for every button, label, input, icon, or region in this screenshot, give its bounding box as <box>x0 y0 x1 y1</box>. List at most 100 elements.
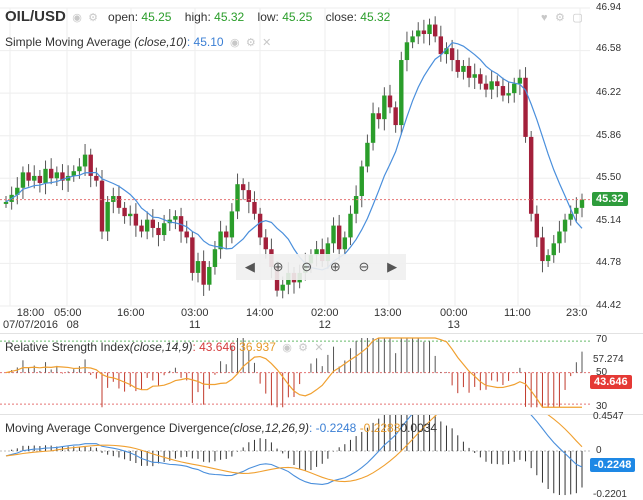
rsi-last-tag: 43.646 <box>590 375 632 389</box>
panel-divider[interactable] <box>0 414 643 415</box>
open-value: 45.25 <box>141 10 172 24</box>
candle-body <box>161 223 167 236</box>
candle-body <box>207 266 212 285</box>
y-tick: 44.42 <box>596 300 622 311</box>
candle-body <box>122 207 127 217</box>
zoom-out-icon[interactable]: ⊖ <box>301 259 313 274</box>
zoom-out-icon[interactable]: ⊖ <box>358 259 370 274</box>
candle-body <box>224 231 229 238</box>
low-label: low: <box>257 10 279 24</box>
x-tick: 23:0 <box>566 307 588 319</box>
candle-body <box>133 213 139 226</box>
candle-body <box>88 154 93 176</box>
candle-body <box>325 243 331 262</box>
candle-body <box>195 261 201 273</box>
macd-signal-value: -0.2283 <box>359 421 401 435</box>
candle-body <box>82 154 88 167</box>
macd-chart[interactable] <box>0 415 643 496</box>
macd-panel[interactable]: Moving Average Convergence Divergence(cl… <box>0 411 643 500</box>
y-tick: 44.78 <box>596 257 622 268</box>
candle-body <box>438 36 444 55</box>
eye-icon[interactable]: ◉ <box>229 37 240 49</box>
pan-right-icon[interactable]: ▶ <box>387 259 398 274</box>
candle-body <box>365 142 370 167</box>
macd-hist-value: 0.0034 <box>400 421 438 435</box>
candle-body <box>523 77 528 137</box>
x-tick: 16:00 <box>117 307 145 319</box>
candle-body <box>528 136 534 214</box>
gear-icon[interactable]: ⚙ <box>298 342 309 354</box>
zoom-in-icon[interactable]: ⊕ <box>329 259 341 274</box>
candle-body <box>382 95 387 120</box>
macd-params: (close,12,26,9) <box>229 421 309 435</box>
candle-body <box>393 107 398 126</box>
candle-body <box>128 213 133 217</box>
candle-body <box>506 93 511 96</box>
price-panel[interactable]: OIL/USD ◉ ⚙ open: 45.25 high: 45.32 low:… <box>0 0 643 332</box>
high-value: 45.32 <box>214 10 245 24</box>
y-tick: 45.86 <box>596 130 622 141</box>
candle-body <box>574 207 579 214</box>
expand-icon[interactable]: ▢ <box>572 12 583 24</box>
candle-body <box>495 81 500 87</box>
low-value: 45.25 <box>282 10 313 24</box>
heart-icon[interactable]: ♥ <box>541 12 548 24</box>
panel-divider[interactable] <box>0 333 643 334</box>
candle-body <box>48 168 54 179</box>
candle-body <box>387 95 393 108</box>
candle-body <box>342 237 348 250</box>
candle-body <box>427 24 432 35</box>
rsi-label: Relative Strength Index <box>5 340 130 354</box>
y-tick: 46.94 <box>596 2 622 13</box>
candle-body <box>562 219 568 232</box>
candle-body <box>246 190 252 202</box>
gear-icon[interactable]: ⚙ <box>88 12 99 24</box>
candle-body <box>336 225 342 250</box>
y-tick: 57.274 <box>593 354 624 365</box>
candle-body <box>71 171 76 176</box>
pan-left-icon[interactable]: ◀ <box>244 259 255 274</box>
candle-body <box>517 77 523 84</box>
candle-body <box>404 42 410 61</box>
candle-body <box>139 225 144 232</box>
candle-body <box>466 65 472 78</box>
close-icon[interactable]: ✕ <box>262 37 272 49</box>
eye-icon[interactable]: ◉ <box>72 12 82 24</box>
candle-body <box>252 201 257 214</box>
candle-body <box>551 243 556 256</box>
candle-body <box>314 249 319 256</box>
candle-body <box>229 211 235 238</box>
y-tick: 46.22 <box>596 87 622 98</box>
candle-body <box>94 175 99 181</box>
candle-body <box>60 172 65 181</box>
close-icon[interactable]: ✕ <box>314 342 324 354</box>
x-tick: 13:00 <box>374 307 402 319</box>
candle-body <box>461 65 466 72</box>
x-tick: 02:00 12 <box>311 307 339 331</box>
candle-body <box>77 166 82 172</box>
candle-body <box>201 261 206 285</box>
candle-body <box>54 172 60 179</box>
high-label: high: <box>184 10 211 24</box>
candle-body <box>478 74 483 84</box>
macd-signal-line <box>5 415 583 483</box>
candle-body <box>184 231 189 238</box>
macd-value: : -0.2248 <box>308 421 357 435</box>
rsi-chart[interactable] <box>0 334 643 414</box>
x-tick: 18:00 07/07/2016 <box>3 307 59 331</box>
candle-body <box>472 74 477 78</box>
eye-icon[interactable]: ◉ <box>282 342 292 354</box>
rsi-signal-line <box>5 337 582 408</box>
candle-body <box>65 175 71 181</box>
candlestick-chart[interactable] <box>0 0 643 332</box>
candle-body <box>376 113 381 120</box>
rsi-signal-value: 36.937 <box>239 340 276 354</box>
candle-body <box>534 213 540 238</box>
macd-header: Moving Average Convergence Divergence(cl… <box>5 421 437 435</box>
rsi-panel[interactable]: Relative Strength Index(close,14,9): 43.… <box>0 334 643 414</box>
gear-icon[interactable]: ⚙ <box>245 37 256 49</box>
candle-body <box>489 81 494 90</box>
candle-body <box>105 201 110 232</box>
zoom-in-icon[interactable]: ⊕ <box>272 259 284 274</box>
gear-icon[interactable]: ⚙ <box>554 12 565 24</box>
